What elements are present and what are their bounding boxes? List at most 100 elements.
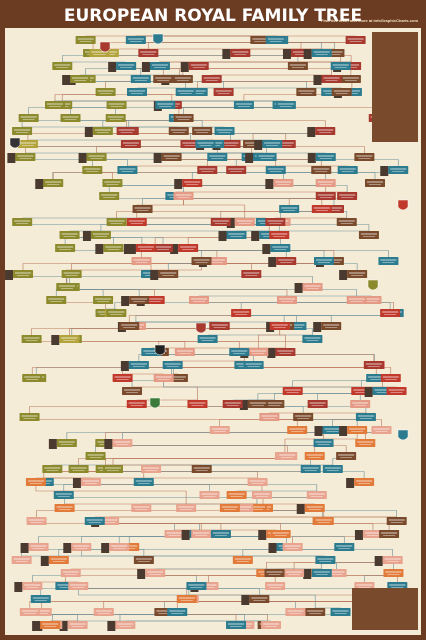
date-line [97,301,110,302]
person-box [133,556,154,564]
date-line [384,379,397,380]
name-line [105,467,122,469]
portrait [268,543,277,553]
name-line [347,38,364,40]
date-line [317,522,330,523]
person-box [45,101,66,109]
date-line [306,288,319,289]
date-line [345,67,358,68]
person-box [130,75,151,83]
person-box [168,127,189,135]
person-box [129,296,150,304]
name-line [231,350,248,352]
person-box [241,270,262,278]
person-box [334,543,355,551]
name-line [178,506,195,508]
name-line [284,389,301,391]
person-box [330,608,351,616]
person-box [52,62,73,70]
name-line [169,610,186,612]
person-box [135,244,156,252]
person-box [282,543,303,551]
date-line [195,262,208,263]
portrait [104,439,113,449]
name-line [101,519,118,521]
person-box [28,543,49,551]
date-line [230,171,243,172]
date-line [223,509,236,510]
portrait [303,569,312,579]
person-box [187,400,208,408]
date-line [86,171,99,172]
person-box [269,231,290,239]
name-line [189,402,206,404]
date-line [217,93,230,94]
date-line [340,223,353,224]
name-line [24,376,41,378]
name-line [45,181,62,183]
portrait [84,127,93,137]
person-box [162,361,183,369]
portrait [108,62,117,72]
portrait [254,140,263,150]
name-line [373,428,390,430]
date-line [268,574,281,575]
person-box [259,413,280,421]
name-line [389,584,406,586]
person-box [321,322,342,330]
date-line [269,223,282,224]
date-line [334,67,347,68]
name-line [381,532,398,534]
date-line [319,132,332,133]
date-line [171,613,184,614]
person-box [155,101,176,109]
date-line [184,145,197,146]
person-box [116,127,137,135]
date-line [230,496,243,497]
date-line [255,496,268,497]
date-line [149,574,162,575]
name-line [134,207,151,209]
person-box [105,114,126,122]
name-line [121,324,138,326]
person-box [191,465,212,473]
name-line [281,207,298,209]
person-box [60,114,81,122]
date-line [330,574,343,575]
portrait [314,426,323,436]
date-line [286,392,299,393]
person-box [25,478,46,486]
name-line [215,90,232,92]
date-line [234,54,247,55]
person-box [53,491,74,499]
name-line [32,597,49,599]
date-line [16,132,29,133]
name-line [82,480,99,482]
person-box [315,179,336,187]
date-line [59,249,72,250]
date-line [79,41,92,42]
person-box [347,270,368,278]
name-line [28,519,45,521]
date-line [338,548,351,549]
portrait [313,322,322,332]
portrait [265,179,274,189]
name-line [333,90,350,92]
portrait [72,478,81,488]
person-box [125,36,146,44]
person-box [192,127,213,135]
person-box [231,309,252,317]
name-line [54,64,71,66]
date-line [116,379,129,380]
date-line [311,405,324,406]
name-line [117,623,134,625]
name-line [332,610,349,612]
date-line [89,457,102,458]
portrait [95,244,104,254]
name-line [24,584,41,586]
date-line [145,353,158,354]
person-box [247,478,268,486]
portrait [239,400,248,410]
coat-of-arms [397,429,409,441]
name-line [385,571,402,573]
